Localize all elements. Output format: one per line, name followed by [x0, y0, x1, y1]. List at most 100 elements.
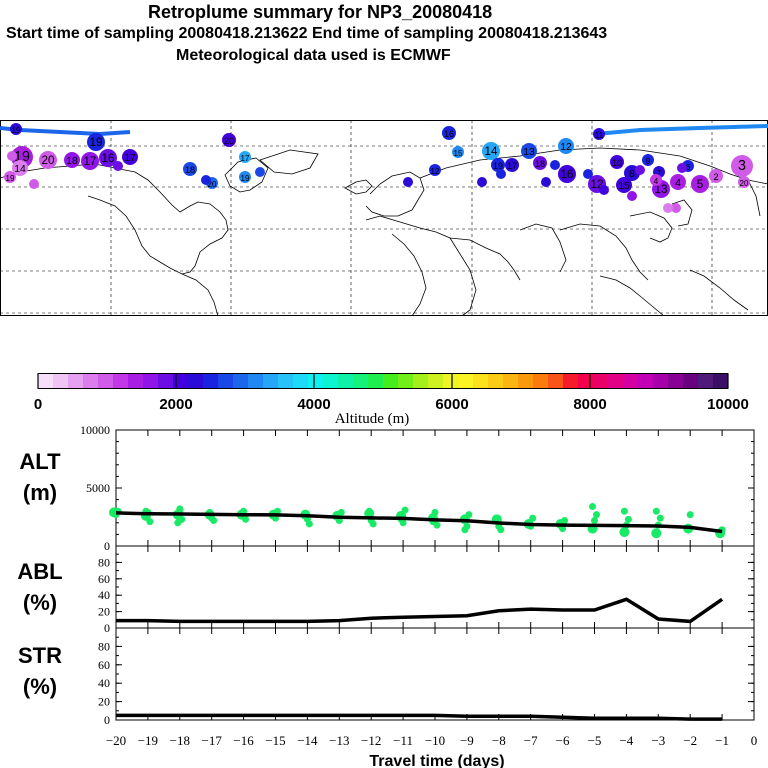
plume-marker [550, 160, 560, 170]
plume-day-label: 19 [12, 126, 21, 135]
plume-marker [616, 177, 632, 193]
x-tick-label: −3 [651, 733, 665, 748]
colorbar-cell [308, 374, 324, 388]
plume-marker [491, 158, 505, 172]
panel-ylabel: STR [18, 643, 62, 668]
y-tick-label: 60 [98, 572, 110, 586]
panel-ylabel: (%) [23, 590, 57, 615]
colorbar-cell [263, 374, 279, 388]
plume-marker [7, 151, 17, 161]
plume-day-label: 8 [629, 169, 635, 180]
plume-day-label: 19 [493, 161, 503, 171]
plume-marker [10, 123, 22, 135]
plume-day-label: 11 [595, 131, 604, 140]
x-tick-label: −1 [715, 733, 729, 748]
altitude-scatter-point [210, 516, 218, 524]
y-tick-label: 0 [104, 713, 110, 727]
plume-markers: 19 19 19 20 18 17 16 17 18 20 19 20 17 16 15 14 13 12 11 10… [4, 123, 753, 213]
plume-day-label: 17 [507, 161, 517, 171]
y-tick-label: 5000 [86, 481, 110, 495]
panel-alt: 0 5000 10000 ALT (m) [19, 423, 755, 553]
plume-marker [731, 155, 753, 177]
y-tick-label: 80 [98, 555, 110, 569]
colorbar-cell [593, 374, 609, 388]
altitude-scatter-point [656, 514, 664, 522]
plume-day-label: 16 [444, 129, 454, 139]
x-tick-label: −13 [329, 733, 349, 748]
sampling-time-line: Start time of sampling 20080418.213622 E… [6, 25, 608, 42]
plume-marker [403, 177, 413, 187]
x-tick-label: −7 [524, 733, 538, 748]
met-data-line: Meteorological data used is ECMWF [176, 47, 451, 64]
altitude-scatter-point [497, 526, 505, 534]
plume-day-label: 16 [560, 168, 573, 181]
plume-marker [691, 175, 709, 193]
colorbar-cell [38, 374, 54, 388]
y-tick-label: 40 [98, 588, 110, 602]
plume-day-label: 12 [431, 167, 440, 176]
x-tick-label: −9 [460, 733, 474, 748]
x-tick-label: −11 [393, 733, 413, 748]
plume-marker [627, 191, 637, 201]
altitude-scatter-point [365, 507, 373, 515]
plume-day-label: 14 [484, 145, 498, 158]
altitude-scatter-point [465, 511, 473, 519]
map-graticule [0, 120, 768, 316]
plume-marker [255, 167, 265, 177]
panel-ylabel: ABL [17, 559, 62, 584]
plume-day-label: 3 [738, 158, 746, 174]
plume-day-label: 19 [241, 174, 250, 183]
plume-marker [583, 169, 593, 179]
plume-day-label: 18 [535, 159, 545, 169]
x-tick-label: −20 [106, 733, 126, 748]
plume-marker [533, 156, 547, 170]
x-tick-label: 0 [751, 733, 758, 748]
map-coastlines [0, 147, 768, 316]
plume-day-label: 18 [185, 165, 195, 175]
colorbar-tick-label: 2000 [159, 396, 192, 413]
y-tick-label: 20 [98, 695, 110, 709]
colorbar-cell [533, 374, 549, 388]
x-tick-label: −17 [202, 733, 223, 748]
plume-marker [677, 163, 687, 173]
altitude-scatter-point [274, 507, 281, 515]
colorbar-cell [518, 374, 534, 388]
plume-day-label: 15 [618, 181, 630, 192]
chart-title: Retroplume summary for NP3_20080418 [148, 2, 493, 22]
altitude-colorbar: 0 2000 4000 6000 8000 10000 Altitude (m) [34, 373, 749, 427]
altitude-scatter-point [305, 520, 313, 528]
plume-day-label: 16 [101, 152, 114, 165]
plume-marker [541, 177, 551, 187]
plume-day-label: 18 [66, 156, 78, 167]
altitude-scatter-point [174, 519, 182, 527]
colorbar-cell [98, 374, 114, 388]
plume-day-label: 4 [654, 177, 659, 186]
time-series-panels: 0 5000 10000 ALT (m) 0 20 40 60 80 ABL (%) 0 20 40 60 80… [17, 423, 758, 768]
altitude-scatter-point [529, 514, 537, 522]
plume-marker [81, 152, 99, 170]
colorbar-cell [623, 374, 639, 388]
colorbar-cell [233, 374, 249, 388]
altitude-scatter-point [652, 507, 660, 515]
plume-marker [738, 176, 750, 188]
plume-marker [477, 177, 487, 187]
plume-marker [635, 165, 645, 175]
plume-marker [505, 158, 519, 172]
x-tick-label: −16 [233, 733, 254, 748]
plume-marker [709, 169, 723, 183]
colorbar-cell [443, 374, 459, 388]
colorbar-tick-label: 4000 [297, 396, 330, 413]
colorbar-cell [83, 374, 99, 388]
colorbar-cell [278, 374, 294, 388]
plume-marker [183, 162, 197, 176]
x-tick-label: −15 [265, 733, 285, 748]
plume-day-label: 7 [657, 169, 662, 178]
plume-marker [452, 146, 464, 158]
plume-day-label: 2 [713, 172, 718, 182]
plume-marker [642, 154, 654, 166]
y-tick-label: 60 [98, 658, 110, 672]
plume-marker [239, 151, 251, 163]
series-line-str [116, 713, 723, 721]
plume-day-label: 13 [523, 147, 535, 158]
x-tick-label: −19 [138, 733, 158, 748]
